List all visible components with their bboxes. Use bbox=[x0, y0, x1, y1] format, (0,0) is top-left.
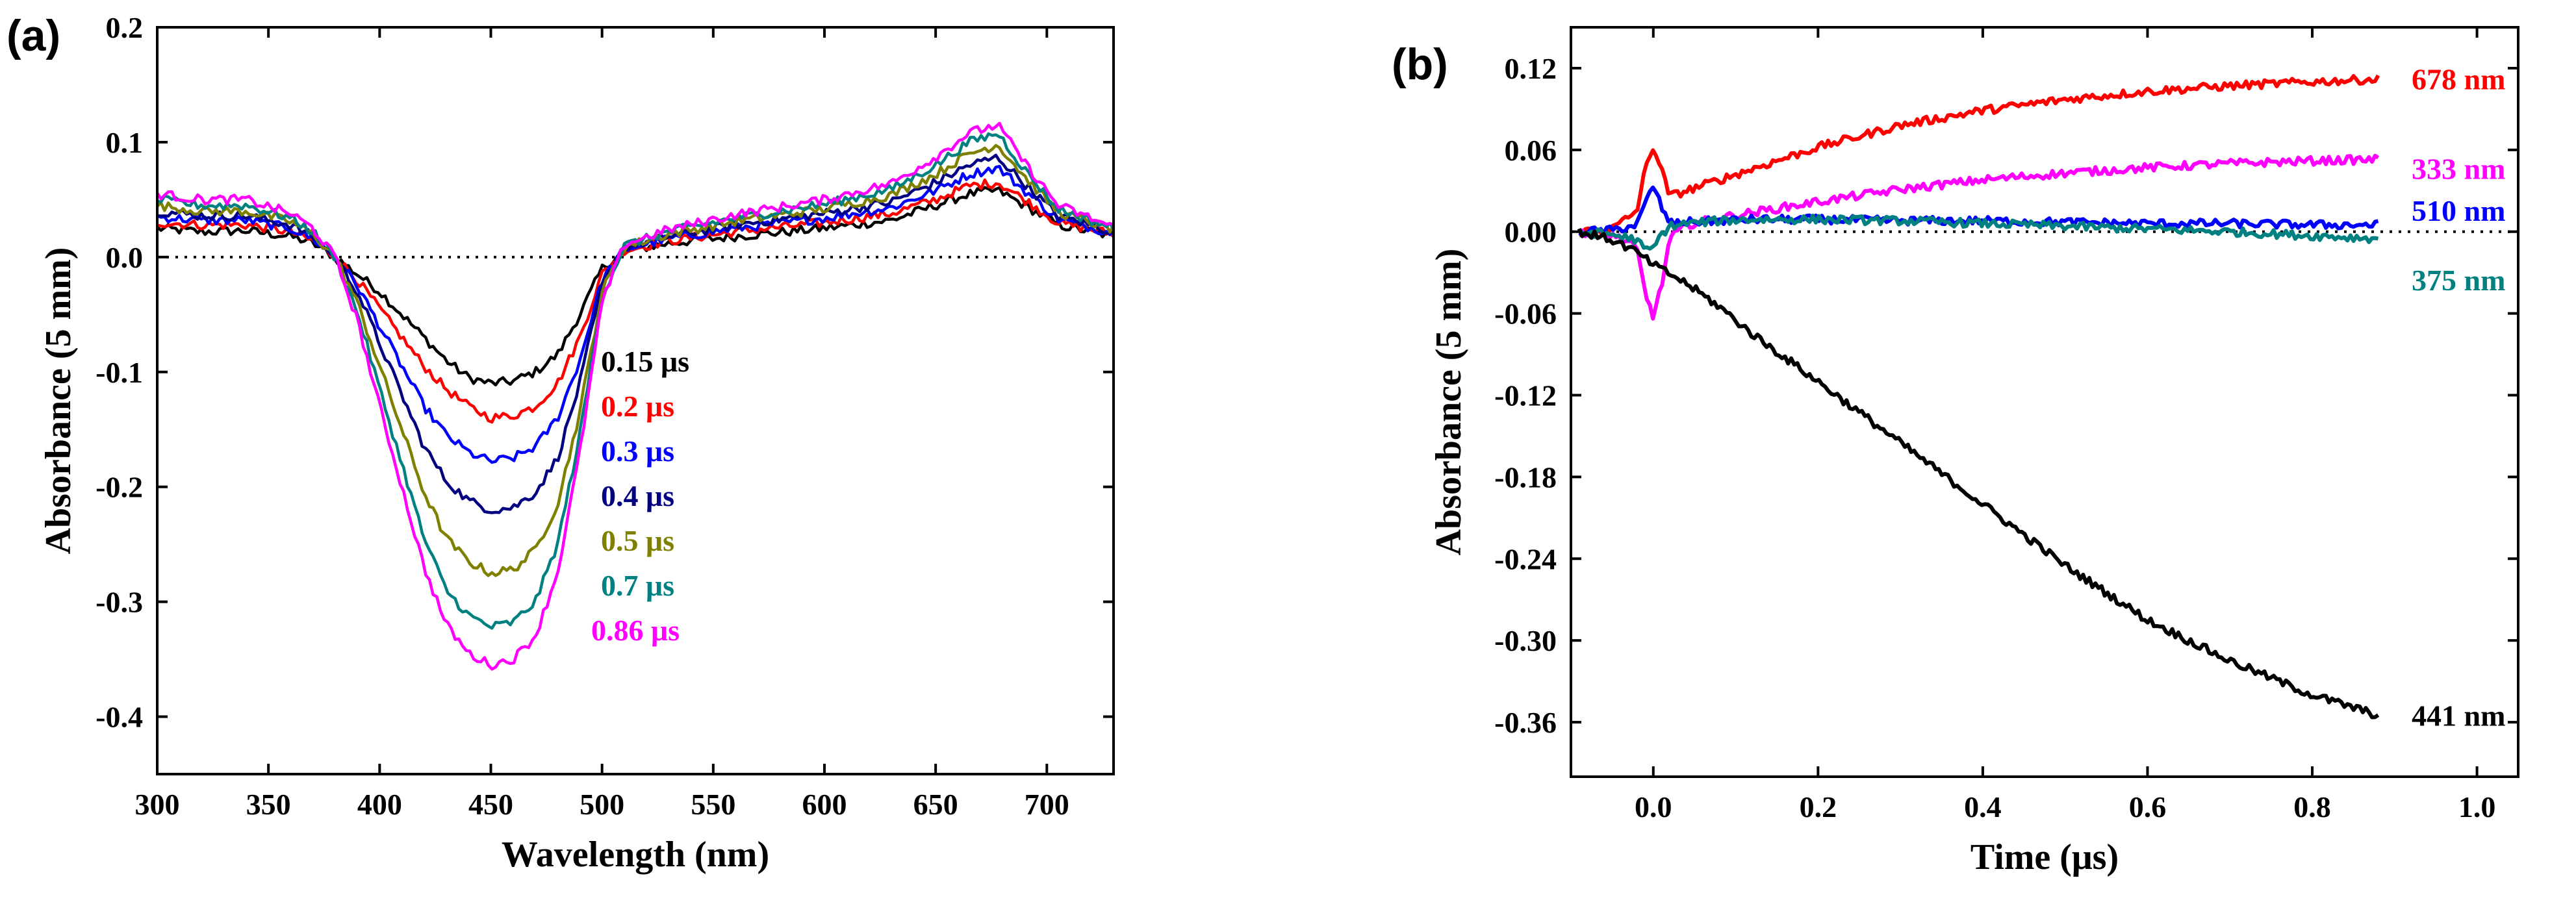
y-tick-label: 0.00 bbox=[1505, 216, 1557, 249]
series-label: 0.3 μs bbox=[601, 434, 674, 468]
x-tick-label: 700 bbox=[1025, 788, 1069, 821]
y-tick-label: 0.12 bbox=[1505, 52, 1557, 85]
x-tick-label: 500 bbox=[580, 788, 624, 821]
y-tick-label: -0.18 bbox=[1494, 460, 1557, 494]
panel-label: (a) bbox=[6, 11, 60, 60]
y-tick-label: -0.4 bbox=[96, 701, 143, 734]
x-tick-label: 0.6 bbox=[2129, 790, 2167, 823]
series-line-441-nm bbox=[1577, 227, 2380, 720]
y-tick-label: 0.1 bbox=[106, 126, 144, 159]
series-label: 0.2 μs bbox=[601, 390, 674, 423]
x-tick-label: 350 bbox=[246, 788, 291, 821]
x-tick-label: 600 bbox=[802, 788, 847, 821]
series-line-375-nm bbox=[1577, 214, 2379, 251]
x-tick-label: 450 bbox=[468, 788, 513, 821]
x-tick-label: 0.2 bbox=[1800, 790, 1837, 823]
y-tick-label: -0.30 bbox=[1494, 624, 1557, 657]
series-line-0-7-s bbox=[157, 132, 1115, 630]
y-tick-label: -0.2 bbox=[96, 471, 143, 504]
x-axis-title: Time (μs) bbox=[1970, 837, 2119, 877]
plot-frame bbox=[156, 26, 1115, 775]
series-line-0-5-s bbox=[156, 144, 1115, 577]
chart-panel-0: (a) 0.15 μs 0.2 μs 0.3 μs 0.4 μs 0.5 μs 0.7 μs… bbox=[6, 11, 1115, 875]
series-label: 510 nm bbox=[2412, 194, 2505, 227]
x-tick-label: 550 bbox=[691, 788, 735, 821]
x-tick-label: 0.0 bbox=[1635, 790, 1672, 823]
series-label: 333 nm bbox=[2412, 153, 2505, 186]
y-tick-label: 0.2 bbox=[106, 11, 144, 44]
x-tick-label: 0.8 bbox=[2293, 790, 2331, 823]
x-tick-label: 650 bbox=[913, 788, 958, 821]
series-line-510-nm bbox=[1578, 185, 2379, 237]
y-tick-label: -0.12 bbox=[1494, 379, 1557, 412]
y-axis-title: Absorbance (5 mm) bbox=[38, 247, 79, 555]
series-label: 441 nm bbox=[2412, 699, 2505, 733]
series-label: 0.15 μs bbox=[601, 345, 689, 378]
y-tick-label: 0.0 bbox=[106, 241, 144, 274]
series-label: 0.86 μs bbox=[591, 614, 680, 647]
x-tick-label: 400 bbox=[357, 788, 402, 821]
series-label: 678 nm bbox=[2412, 63, 2505, 96]
y-tick-label: 0.06 bbox=[1505, 134, 1557, 167]
series-line-0-2-s bbox=[157, 178, 1115, 424]
plot-frame bbox=[1570, 26, 2519, 778]
series-line-678-nm bbox=[1578, 74, 2380, 238]
x-tick-label: 0.4 bbox=[1964, 790, 2002, 823]
x-tick-label: 1.0 bbox=[2458, 790, 2496, 823]
series-line-0-86-s bbox=[156, 121, 1114, 671]
series-label: 0.5 μs bbox=[601, 524, 674, 557]
x-tick-label: 300 bbox=[135, 788, 180, 821]
series-label: 0.7 μs bbox=[601, 569, 674, 602]
chart-panel-1: (b) 678 nm 333 nm 510 nm 375 nm 441 nm 0.0 0.2 0… bbox=[1392, 26, 2519, 877]
x-axis-title: Wavelength (nm) bbox=[502, 835, 769, 875]
y-tick-label: -0.06 bbox=[1494, 297, 1557, 331]
panel-label: (b) bbox=[1392, 40, 1448, 89]
series-label: 0.4 μs bbox=[601, 479, 674, 512]
y-tick-label: -0.1 bbox=[96, 356, 143, 389]
y-tick-label: -0.36 bbox=[1494, 706, 1557, 739]
y-tick-label: -0.3 bbox=[96, 586, 143, 619]
y-axis-title: Absorbance (5 mm) bbox=[1429, 249, 1469, 556]
series-label: 375 nm bbox=[2412, 264, 2505, 297]
y-tick-label: -0.24 bbox=[1494, 542, 1557, 575]
